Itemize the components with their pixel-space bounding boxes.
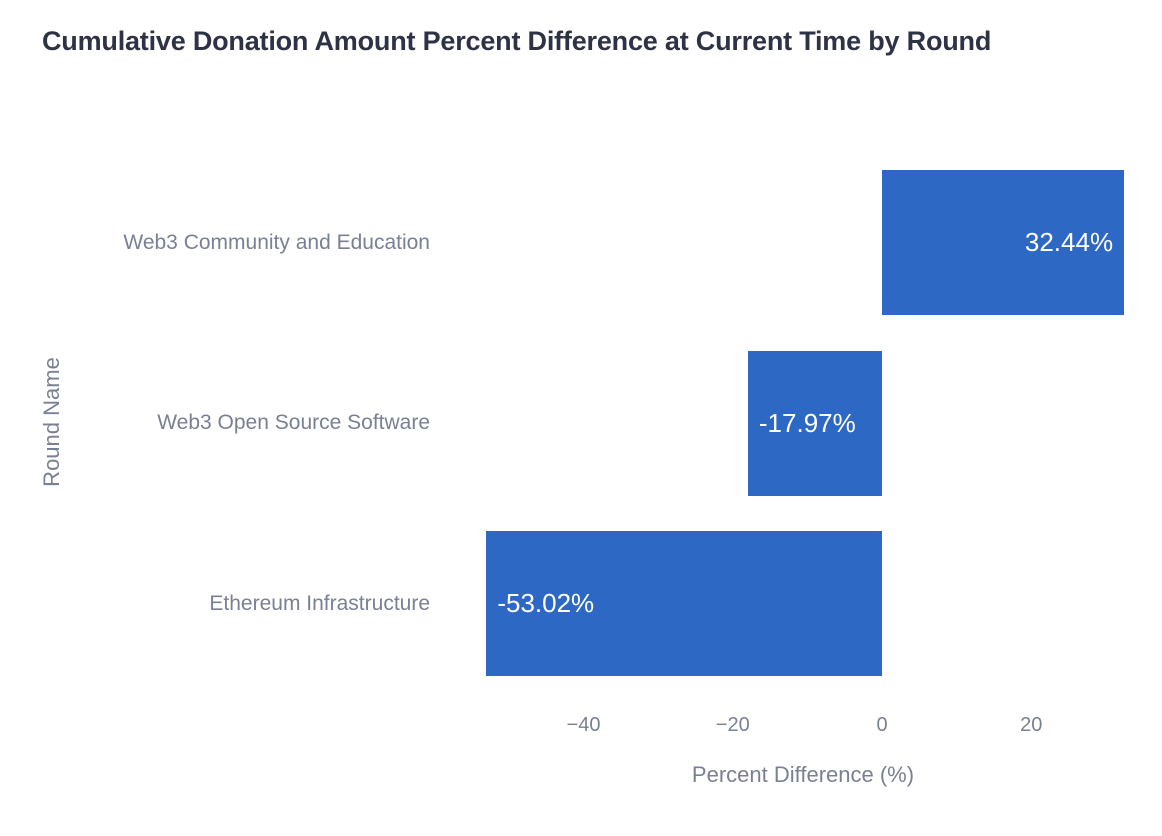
x-tick-label--20: −20 — [715, 714, 750, 736]
x-tick-label-20: 20 — [1020, 714, 1043, 736]
x-axis-title: Percent Difference (%) — [691, 762, 915, 787]
bar-value-label: -53.02% — [497, 588, 595, 618]
x-tick-label-0: 0 — [876, 714, 888, 736]
x-tick-label--40: −40 — [566, 714, 601, 736]
chart-title: Cumulative Donation Amount Percent Diffe… — [42, 26, 992, 56]
bar-value-label: -17.97% — [758, 407, 856, 438]
bar-web3-open-source-software: -17.97% — [747, 350, 882, 496]
bar-ethereum-infrastructure: -53.02% — [486, 531, 882, 676]
category-label-web3-open-source-software: Web3 Open Source Software — [157, 411, 430, 434]
bar-web3-community-and-education: 32.44% — [882, 170, 1125, 315]
bar-value-label: 32.44% — [1024, 227, 1114, 257]
category-label-web3-community-and-education: Web3 Community and Education — [123, 230, 430, 254]
category-label-ethereum-infrastructure: Ethereum Infrastructure — [209, 591, 430, 615]
